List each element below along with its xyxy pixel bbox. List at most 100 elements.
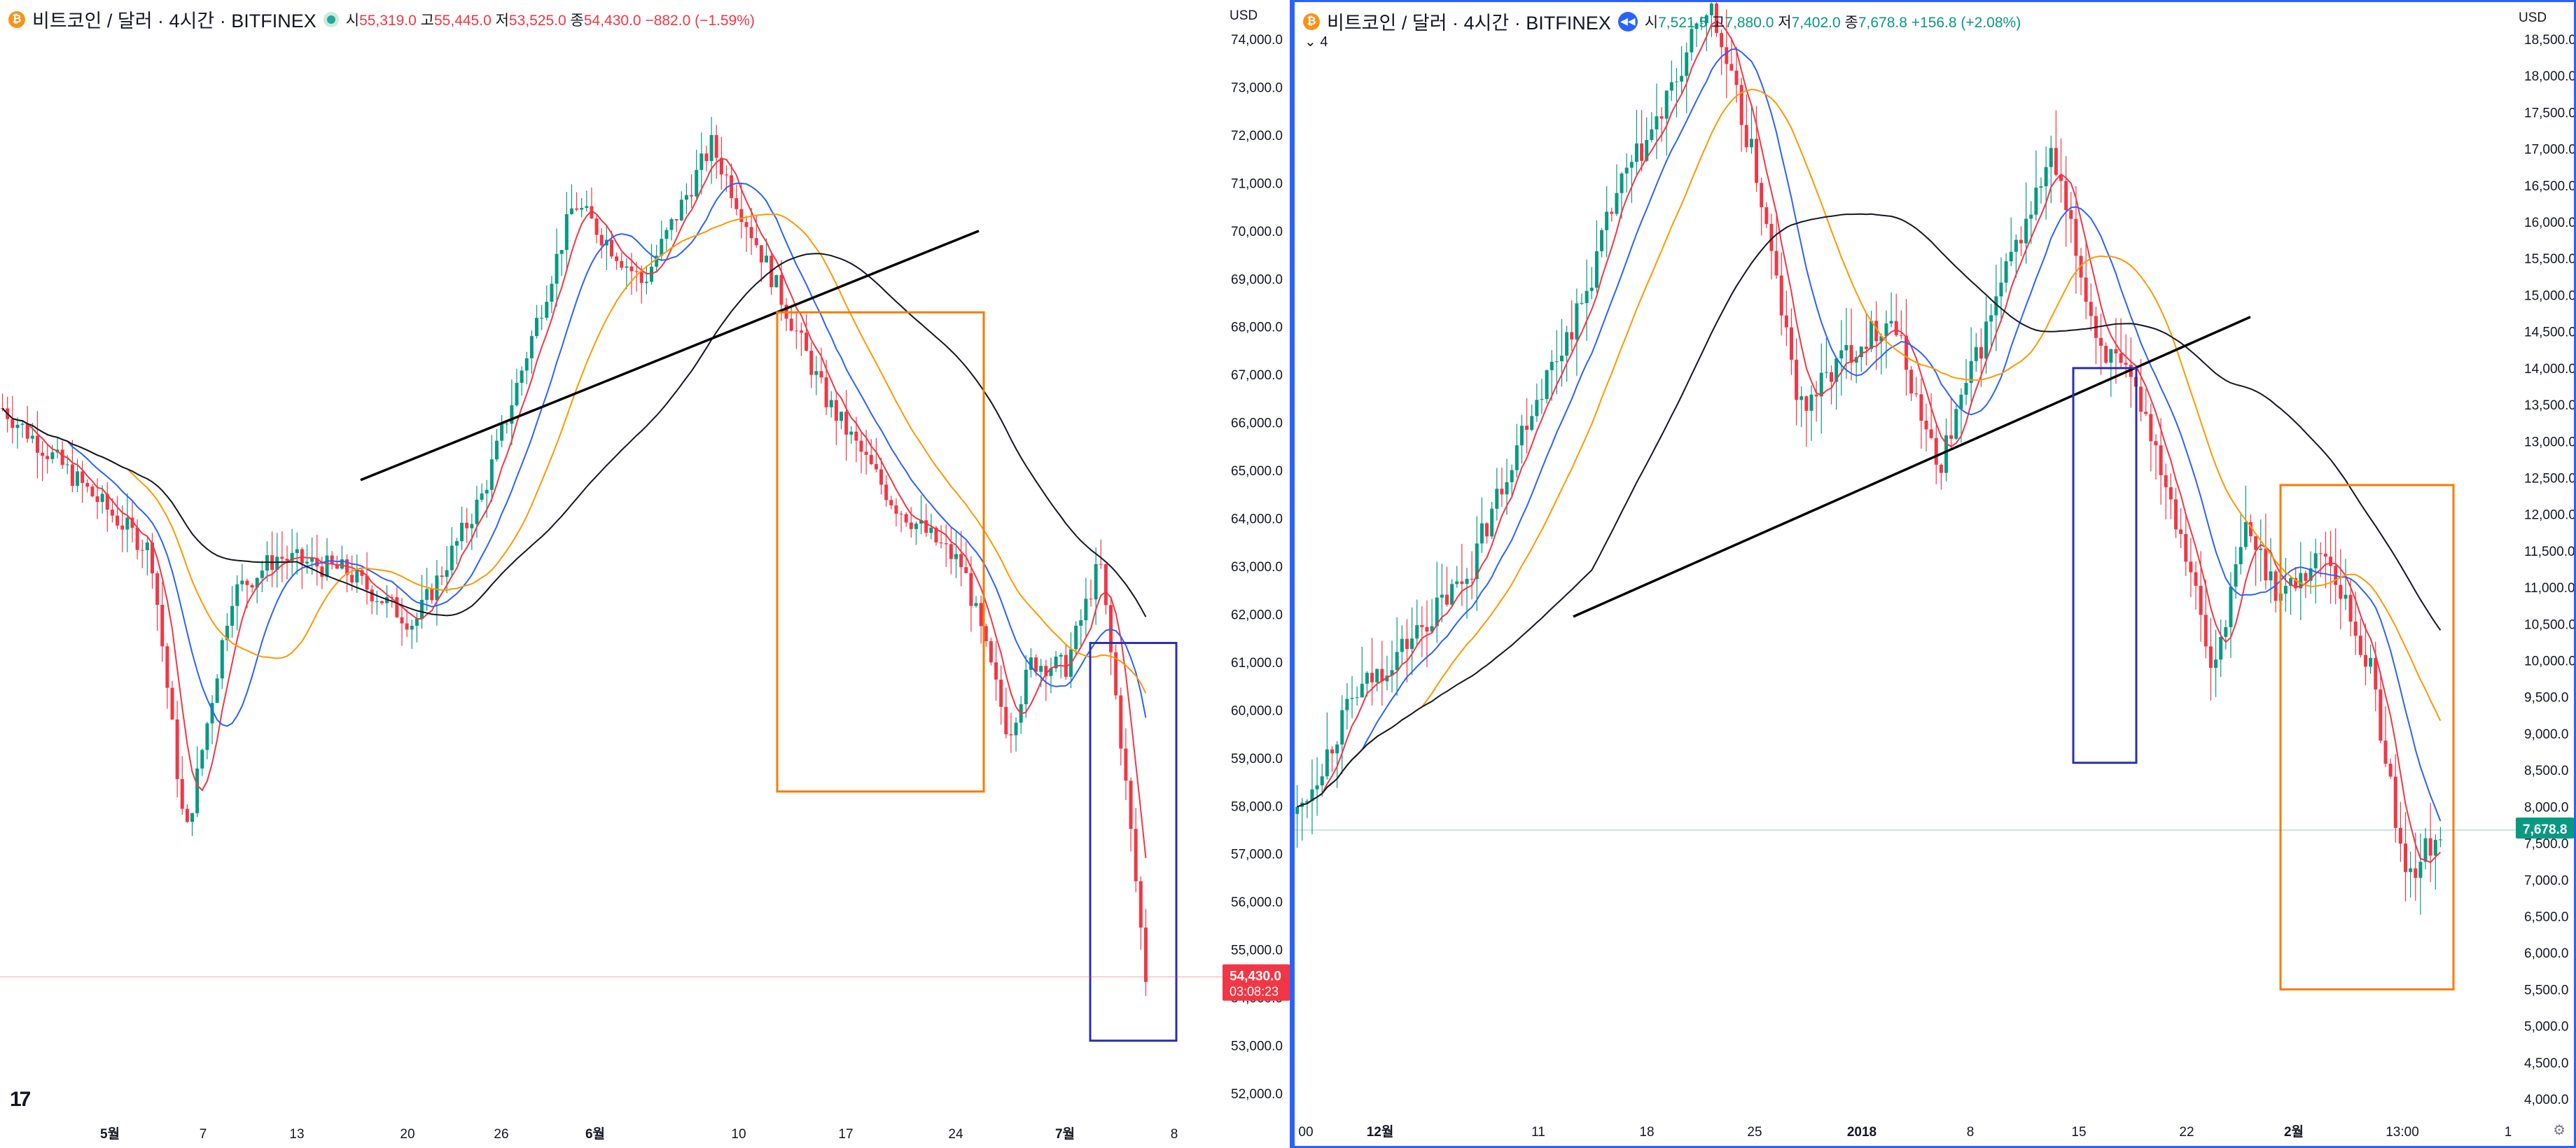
candle-body (2353, 622, 2358, 636)
candle-body (1029, 657, 1033, 670)
y-tick-label: 57,000.0 (1231, 848, 1283, 862)
candle-body (60, 449, 64, 465)
candle-body (2363, 654, 2367, 667)
candle-body (765, 255, 769, 262)
candle-body (145, 542, 149, 551)
candle-body (305, 561, 309, 564)
y-tick-label: 53,000.0 (1231, 1040, 1283, 1054)
candle-body (230, 606, 235, 626)
candle-body (1889, 321, 1893, 323)
x-tick-label: 5월 (100, 1126, 120, 1142)
y-tick-label: 56,000.0 (1231, 895, 1283, 910)
candle-body (1470, 578, 1474, 580)
candle-body (1704, 15, 1708, 24)
candle-body (2049, 148, 2053, 167)
candle-body (1884, 323, 1888, 337)
candle-body (2054, 148, 2058, 175)
candle-body (140, 550, 144, 551)
candle-body (2229, 587, 2233, 627)
candle-body (430, 589, 434, 601)
candle-body (2194, 572, 2198, 586)
candle-body (35, 435, 39, 453)
candle-body (2159, 445, 2163, 475)
candle-body (2219, 636, 2223, 660)
x-tick-label: 26 (494, 1127, 508, 1142)
y-tick-label: 9,500.0 (2524, 691, 2568, 706)
x-tick-label: 12월 (1367, 1124, 1394, 1140)
candle-body (994, 662, 998, 680)
right-symbol-title[interactable]: 비트코인 / 달러 · 4시간 · BITFINEX (1327, 13, 1611, 34)
x-tick-label: 8 (1967, 1125, 1975, 1140)
x-tick-label: 25 (1747, 1125, 1762, 1140)
candle-body (1455, 581, 1459, 584)
candle-body (425, 589, 429, 600)
candle-body (1365, 673, 1369, 684)
candle-body (894, 505, 898, 514)
replay-rewind-icon[interactable]: ◀◀ (1617, 11, 1638, 31)
pane-splitter[interactable] (1290, 0, 1293, 1148)
candle-body (465, 522, 469, 528)
candle-body (1004, 706, 1008, 734)
tradingview-logo[interactable]: 17 (10, 1088, 31, 1111)
candle-body (2259, 548, 2263, 550)
candle-body (310, 558, 314, 562)
candle-body (1809, 394, 1813, 411)
right-chart-pane[interactable]: ₿ 비트코인 / 달러 · 4시간 · BITFINEX ◀◀ 시7,521.5… (1293, 0, 2576, 1148)
candle-body (2318, 553, 2323, 554)
candle-body (555, 253, 559, 284)
left-ohlc-readout: 시55,319.0 고55,445.0 저53,525.0 종54,430.0 … (345, 12, 755, 29)
candle-body (1694, 23, 1699, 29)
candle-body (1830, 372, 1834, 382)
candle-body (245, 580, 249, 585)
candle-body (809, 351, 814, 375)
candle-body (360, 570, 364, 576)
last-price-value: 7,678.8 (2523, 822, 2567, 837)
x-tick-label: 13:00 (2386, 1125, 2419, 1140)
candle-body (1620, 173, 1624, 193)
y-tick-label: 69,000.0 (1231, 272, 1283, 287)
x-tick-label: 13 (289, 1127, 304, 1142)
right-currency-label[interactable]: USD (2519, 10, 2547, 25)
ma-long-line (1, 253, 1147, 617)
candle-body (46, 456, 50, 459)
candle-body (1519, 426, 1524, 446)
candle-body (2168, 487, 2173, 500)
candle-body (1764, 207, 1769, 224)
candle-body (919, 520, 924, 524)
left-chart-pane[interactable]: ₿ 비트코인 / 달러 · 4시간 · BITFINEX 시55,319.0 고… (0, 0, 1290, 1148)
candle-body (2104, 346, 2108, 363)
candle-body (2208, 646, 2213, 668)
candle-body (1634, 143, 1638, 162)
candle-body (524, 358, 529, 371)
left-currency-label[interactable]: USD (1230, 8, 1258, 23)
indicators-collapse-toggle[interactable]: ⌄ 4 (1304, 34, 1328, 50)
candle-body (1795, 359, 1799, 400)
ma-slow-line (1, 213, 1147, 694)
candle-body (160, 605, 165, 647)
candle-body (2313, 553, 2318, 568)
candle-body (120, 525, 125, 530)
candle-body (2109, 349, 2113, 363)
candle-body (1059, 654, 1063, 657)
candle-body (1385, 676, 1389, 682)
x-tick-label: 1 (2505, 1125, 2512, 1140)
left-price-chart[interactable]: 74,000.0 73,000.0 72,000.0 71,000.0 70,000.0… (0, 0, 1290, 1148)
candle-body (594, 218, 599, 235)
candle-body (695, 169, 699, 197)
settings-gear-icon[interactable]: ⚙ (2553, 1123, 2565, 1138)
y-tick-label: 12,000.0 (2524, 508, 2574, 523)
y-tick-label: 6,000.0 (2524, 946, 2568, 961)
right-legend: ₿ 비트코인 / 달러 · 4시간 · BITFINEX ◀◀ 시7,521.5… (1303, 8, 2021, 35)
candle-body (1894, 321, 1898, 335)
candle-body (1124, 748, 1128, 781)
candle-body (500, 424, 504, 441)
candle-body (914, 524, 918, 529)
candle-body (779, 274, 784, 305)
right-price-chart[interactable]: 18,500.018,000.017,500.017,000.016,500.0… (1295, 2, 2574, 1146)
candle-body (90, 486, 95, 496)
candle-body (2239, 547, 2243, 565)
left-symbol-title[interactable]: 비트코인 / 달러 · 4시간 · BITFINEX (32, 10, 316, 31)
candle-body (1685, 52, 1689, 76)
candle-body (1490, 508, 1494, 537)
candle-body (714, 135, 718, 158)
